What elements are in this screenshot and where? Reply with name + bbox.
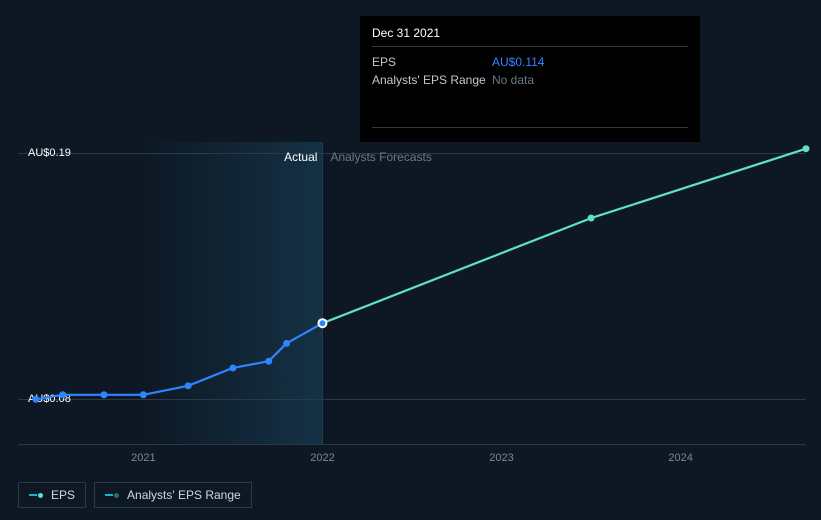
legend-item[interactable]: Analysts' EPS Range [94,482,252,508]
x-axis-line [18,444,806,445]
eps-forecast-point[interactable] [803,145,810,152]
eps-forecast-line [323,149,807,324]
eps-actual-point[interactable] [185,382,192,389]
tooltip-row-value: No data [492,71,534,89]
x-axis-label: 2022 [310,452,334,464]
legend-swatch-icon [105,492,120,499]
eps-forecast-point[interactable] [588,215,595,222]
chart-svg [18,142,806,444]
eps-actual-line [36,323,323,399]
legend-label: Analysts' EPS Range [127,488,241,502]
eps-actual-point[interactable] [59,391,66,398]
tooltip-row-key: EPS [372,53,492,71]
tooltip-divider [372,46,688,47]
chart-legend: EPS Analysts' EPS Range [18,482,252,508]
legend-swatch-icon [29,492,44,499]
eps-actual-point[interactable] [140,391,147,398]
plot-area: AU$0.19AU$0.08ActualAnalysts Forecasts20… [18,142,806,444]
tooltip-row: Analysts' EPS RangeNo data [372,71,688,89]
tooltip-divider [372,127,688,128]
tooltip-row-value: AU$0.114 [492,53,544,71]
eps-actual-point[interactable] [229,364,236,371]
eps-actual-point[interactable] [265,358,272,365]
legend-item[interactable]: EPS [18,482,86,508]
legend-label: EPS [51,488,75,502]
highlight-point-inner [319,320,325,326]
eps-actual-point[interactable] [283,340,290,347]
x-axis-label: 2024 [668,452,692,464]
chart-tooltip: Dec 31 2021 EPSAU$0.114Analysts' EPS Ran… [360,16,700,142]
tooltip-row-key: Analysts' EPS Range [372,71,492,89]
eps-actual-point[interactable] [100,391,107,398]
eps-actual-point[interactable] [32,396,39,403]
tooltip-row: EPSAU$0.114 [372,53,688,71]
eps-chart: AU$0.19AU$0.08ActualAnalysts Forecasts20… [0,0,821,520]
x-axis-label: 2021 [131,452,155,464]
x-axis-label: 2023 [489,452,513,464]
tooltip-date: Dec 31 2021 [372,26,688,40]
